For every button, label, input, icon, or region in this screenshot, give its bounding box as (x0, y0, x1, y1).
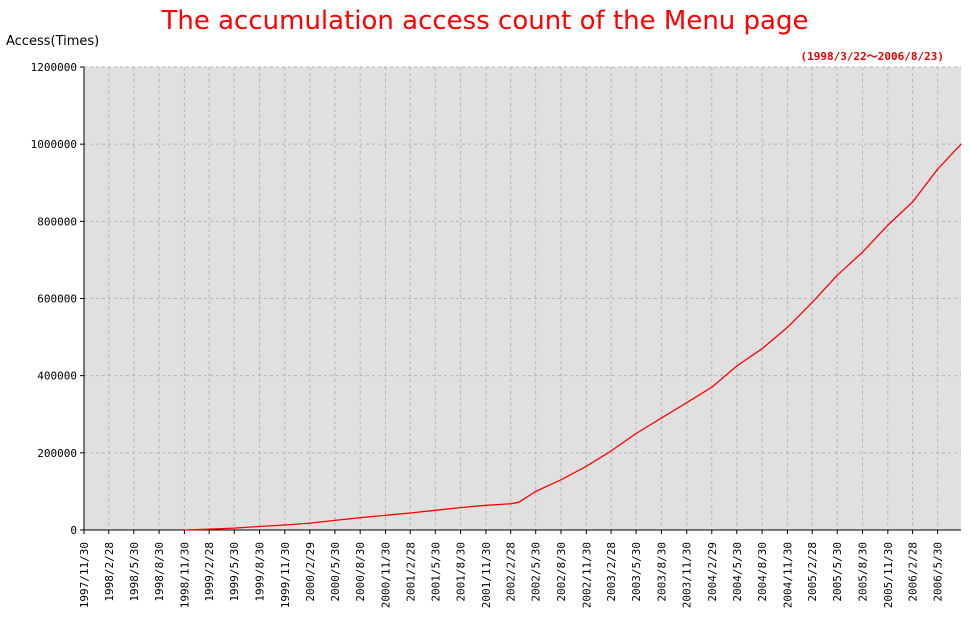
x-tick-label: 2001/8/30 (455, 542, 468, 602)
data-point (960, 143, 962, 145)
x-tick-label: 2000/8/30 (354, 542, 367, 602)
y-tick-label: 400000 (37, 370, 77, 383)
x-tick-label: 2001/11/30 (480, 542, 493, 608)
data-point (510, 503, 512, 505)
x-tick-label: 2001/2/28 (404, 542, 417, 602)
data-point (334, 519, 336, 522)
data-point (761, 348, 763, 350)
grid (84, 66, 961, 530)
x-tick-labels: 1997/11/30 1998/2/28 1998/5/30 1998/8/30 199… (78, 542, 945, 608)
x-tick-label: 2002/5/30 (530, 542, 543, 602)
x-tick-label: 2005/5/30 (831, 542, 844, 602)
x-tick-label: 2003/11/30 (681, 542, 694, 608)
x-tick-label: 2000/5/30 (329, 542, 342, 602)
y-tick-label: 0 (70, 524, 77, 537)
data-point (309, 522, 311, 524)
data-point (861, 251, 864, 253)
x-tick-label: 1998/5/30 (128, 542, 141, 602)
data-point (485, 504, 487, 506)
x-tick-label: 2004/8/30 (756, 542, 769, 602)
data-point (660, 417, 663, 419)
data-point (233, 527, 235, 529)
data-point (736, 365, 738, 367)
data-point (535, 490, 537, 492)
x-tick-label: 2006/2/28 (907, 542, 920, 602)
x-tick-label: 2002/8/30 (555, 542, 568, 602)
chart-subtitle: (1998/3/22～2006/8/23) (800, 50, 944, 63)
x-tick-label: 2005/2/28 (806, 542, 819, 602)
data-point (208, 528, 210, 530)
y-axis-label: Access(Times) (6, 34, 100, 49)
x-tick-label: 2005/11/30 (882, 542, 895, 608)
data-point (284, 524, 286, 526)
axes (80, 66, 961, 534)
x-tick-label: 1998/2/28 (103, 542, 116, 602)
data-point (518, 501, 520, 503)
x-tick-label: 2002/11/30 (580, 542, 593, 608)
x-tick-label: 2002/2/28 (505, 542, 518, 602)
x-tick-label: 2006/5/30 (932, 542, 945, 602)
data-point (937, 168, 939, 170)
x-tick-label: 1999/5/30 (228, 542, 241, 602)
y-tick-label: 200000 (37, 447, 77, 460)
x-tick-label: 2003/8/30 (655, 542, 668, 602)
x-tick-label: 1999/8/30 (254, 542, 267, 602)
data-point (786, 326, 789, 328)
x-tick-label: 2004/2/29 (706, 542, 719, 602)
data-point (912, 201, 914, 203)
data-point (258, 525, 261, 528)
data-point (434, 509, 436, 511)
data-point (686, 402, 688, 404)
chart-title: The accumulation access count of the Men… (161, 6, 809, 36)
x-tick-label: 2004/5/30 (731, 542, 744, 602)
y-tick-label: 600000 (37, 293, 77, 306)
data-point (560, 479, 562, 481)
data-point (711, 386, 713, 388)
x-tick-label: 1997/11/30 (78, 542, 91, 608)
x-tick-label: 1998/8/30 (153, 542, 166, 602)
x-tick-label: 1999/2/28 (203, 542, 216, 602)
data-point (836, 274, 838, 276)
data-point (460, 507, 462, 509)
y-tick-label: 800000 (37, 215, 77, 228)
x-tick-label: 2001/5/30 (429, 542, 442, 602)
data-point (183, 529, 185, 531)
data-point (384, 514, 387, 516)
x-tick-label: 2003/5/30 (630, 542, 643, 602)
x-tick-label: 2004/11/30 (781, 542, 794, 608)
y-tick-label: 1000000 (31, 138, 77, 151)
data-point (610, 450, 612, 452)
data-point (409, 512, 411, 514)
x-tick-label: 2000/11/30 (380, 542, 393, 608)
data-point (585, 465, 587, 467)
data-point (887, 224, 889, 226)
y-tick-label: 1200000 (31, 61, 77, 74)
x-tick-label: 2000/2/29 (304, 542, 317, 602)
x-tick-label: 1998/11/30 (178, 542, 191, 608)
data-point (635, 432, 637, 435)
y-tick-labels: 0 200000 400000 600000 800000 1000000 1200000 (31, 61, 77, 537)
x-tick-label: 2003/2/28 (605, 542, 618, 602)
series (183, 143, 962, 531)
data-point (359, 517, 361, 519)
x-tick-label: 1999/11/30 (279, 542, 292, 608)
x-tick-label: 2005/8/30 (857, 542, 870, 602)
data-point (811, 301, 813, 303)
